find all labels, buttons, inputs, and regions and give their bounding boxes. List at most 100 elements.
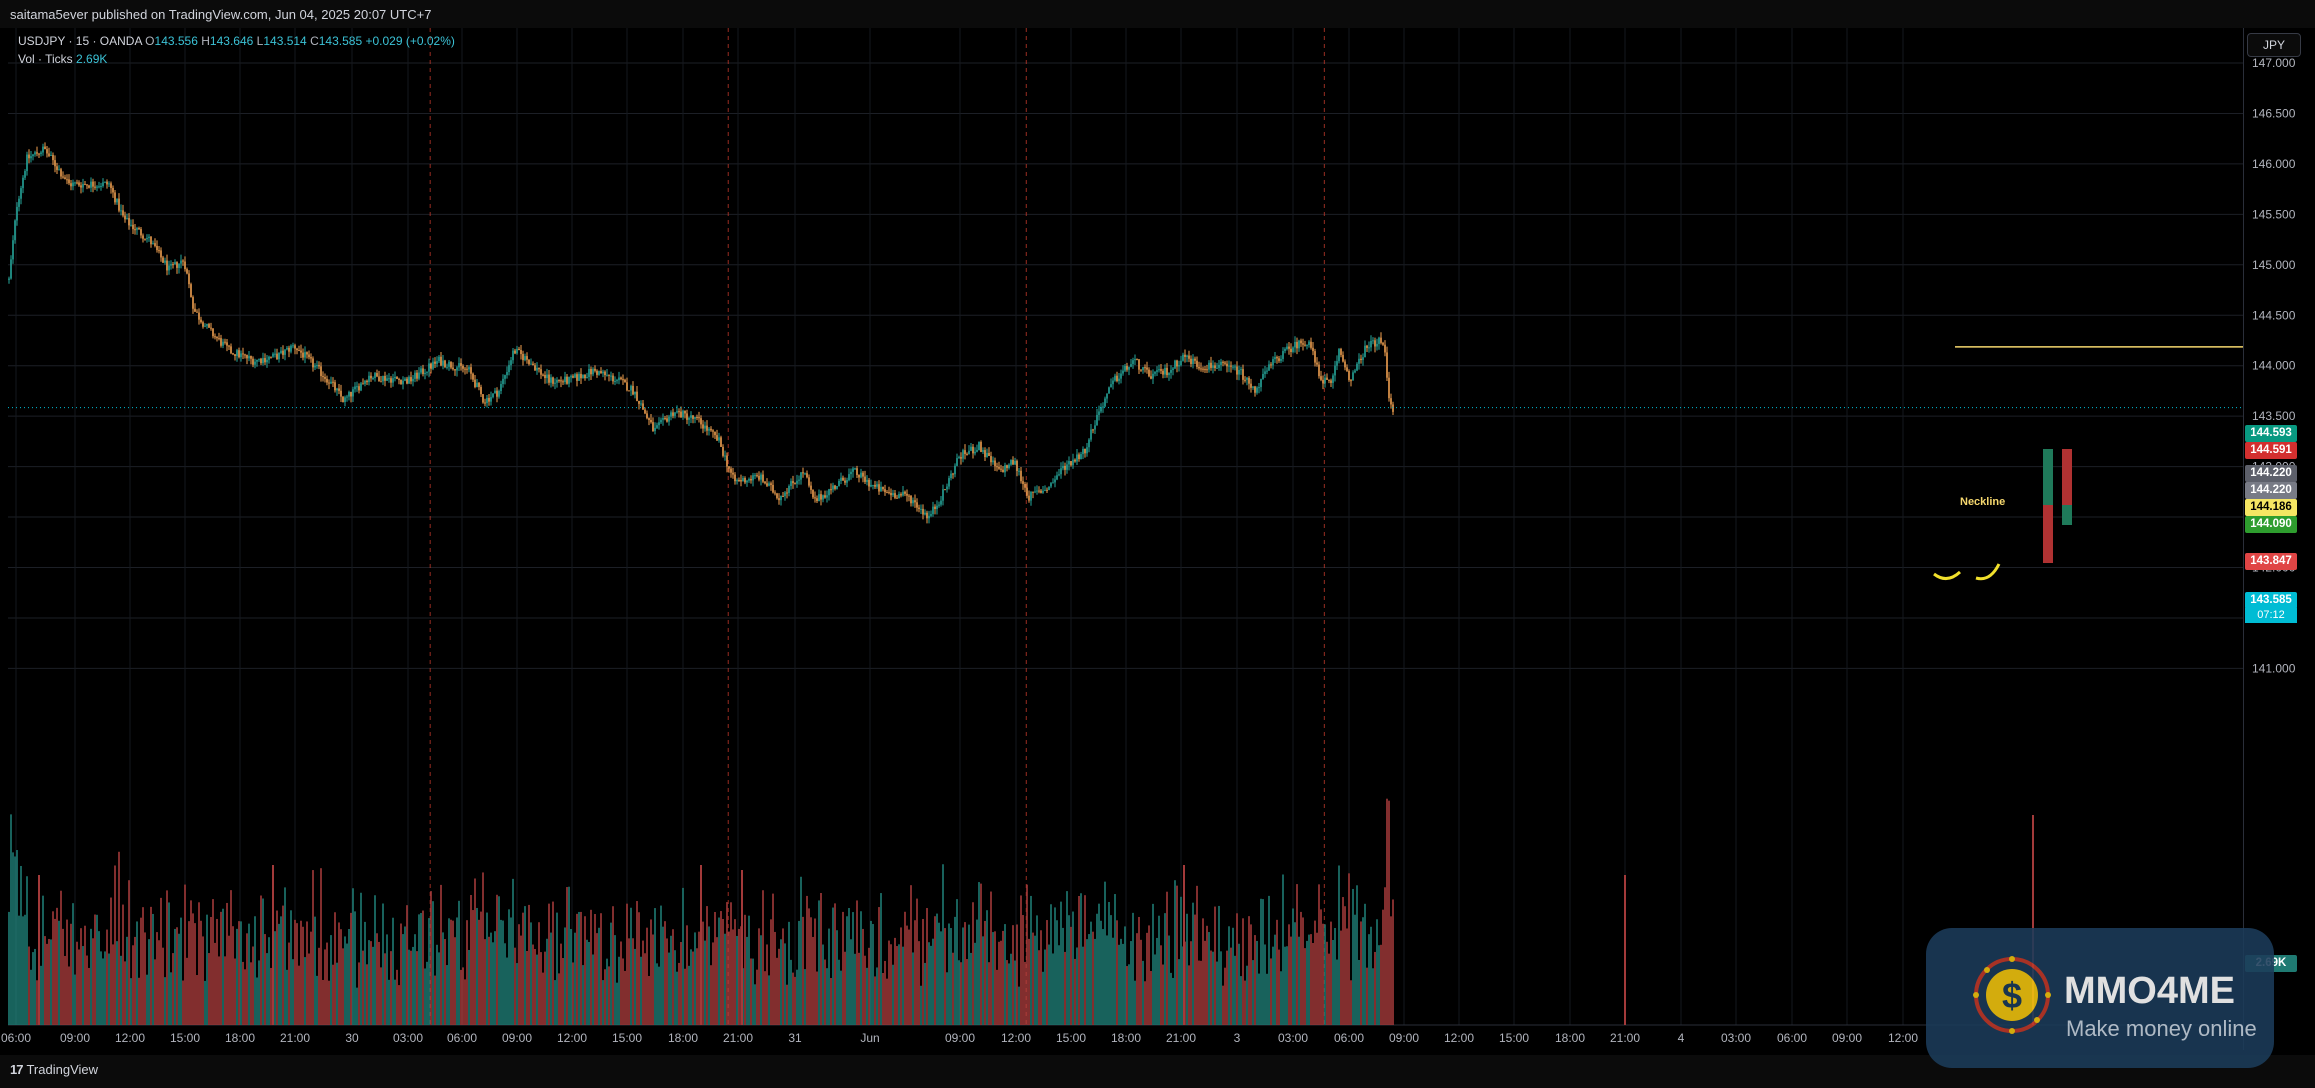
volume-bar [938,922,940,1025]
volume-bar [404,926,406,1025]
volume-bar [1104,881,1106,1025]
tradingview-logo[interactable]: 17 TradingView [10,1062,98,1077]
candle-body [756,475,758,477]
volume-bar [950,928,952,1025]
currency-button[interactable]: JPY [2247,33,2301,57]
candle-body [466,368,468,370]
candle-body [1040,490,1042,493]
last-price-label: 143.585 [2245,592,2297,609]
candle-body [1080,454,1082,460]
volume-bar [1214,906,1216,1025]
volume-bar [110,897,112,1025]
volume-label[interactable]: Vol · Ticks [18,52,73,66]
candle-body [28,154,30,159]
candle-body [1368,347,1370,349]
candle-body [1194,358,1196,361]
candle-body [130,224,132,226]
candle-body [902,491,904,496]
candle-body [1042,490,1044,493]
volume-bar [1022,915,1024,1025]
volume-bar [884,960,886,1025]
volume-bar [238,921,240,1025]
candle-body [1286,346,1288,349]
candle-body [1340,349,1342,355]
volume-bar [230,890,232,1025]
candle-body [502,378,504,385]
volume-bar [1202,918,1204,1025]
volume-bar [830,977,832,1025]
candle-body [856,468,858,475]
volume-bar [418,914,420,1025]
volume-bar [256,977,258,1025]
symbol-label[interactable]: USDJPY · 15 · OANDA [18,34,142,48]
volume-bar [636,901,638,1025]
candle-body [1174,360,1176,369]
volume-bar [382,903,384,1025]
volume-bar [402,934,404,1025]
candle-body [1268,364,1270,371]
candle-body [98,186,100,188]
candle-body [216,336,218,339]
x-tick-label: 03:00 [393,1031,423,1045]
volume-bar [506,957,508,1025]
candle-body [662,417,664,420]
candle-body [742,477,744,482]
volume-bar [1206,925,1208,1025]
volume-bar [1262,899,1264,1025]
candle-body [1180,360,1182,366]
volume-bar [730,902,732,1025]
volume-bar [842,911,844,1025]
volume-bar [604,969,606,1025]
volume-bar [824,959,826,1025]
candle-body [164,260,166,263]
candle-body [362,383,364,385]
candle-body [228,345,230,347]
candle-body [892,493,894,496]
volume-bar [416,951,418,1025]
candle-body [412,378,414,382]
candle-body [322,376,324,378]
volume-bar [1344,906,1346,1025]
candle-body [752,475,754,481]
volume-bar [920,985,922,1025]
candle-body [1242,369,1244,380]
volume-bar [966,959,968,1025]
candle-body [40,152,42,154]
candle-body [340,390,342,397]
volume-bar [1138,916,1140,1025]
volume-bar [1064,951,1066,1025]
volume-bar [914,920,916,1025]
volume-bar [236,928,238,1025]
candle-body [334,382,336,391]
candle-body [360,383,362,391]
volume-bar [300,920,302,1025]
volume-bar [1162,964,1164,1025]
candle-body [56,166,58,170]
candle-body [1252,386,1254,388]
volume-bar [390,951,392,1025]
candle-body [1018,470,1020,472]
volume-bar [326,942,328,1025]
volume-bar [24,914,26,1025]
candle-body [1332,375,1334,383]
volume-bar [1210,950,1212,1025]
candle-body [1122,370,1124,374]
volume-bar [1074,958,1076,1025]
volume-bar [960,962,962,1025]
volume-bar [1082,946,1084,1025]
volume-bar [218,956,220,1025]
volume-bar [650,919,652,1025]
volume-bar [352,888,354,1025]
candle-body [140,229,142,236]
candle-body [1020,470,1022,482]
candle-body [1102,406,1104,408]
candle-body [298,350,300,352]
volume-bar [372,946,374,1025]
volume-bar [126,936,128,1025]
candle-body [618,377,620,381]
candle-body [1218,364,1220,368]
candle-body [172,264,174,266]
volume-bar [188,921,190,1025]
volume-bar [886,978,888,1025]
